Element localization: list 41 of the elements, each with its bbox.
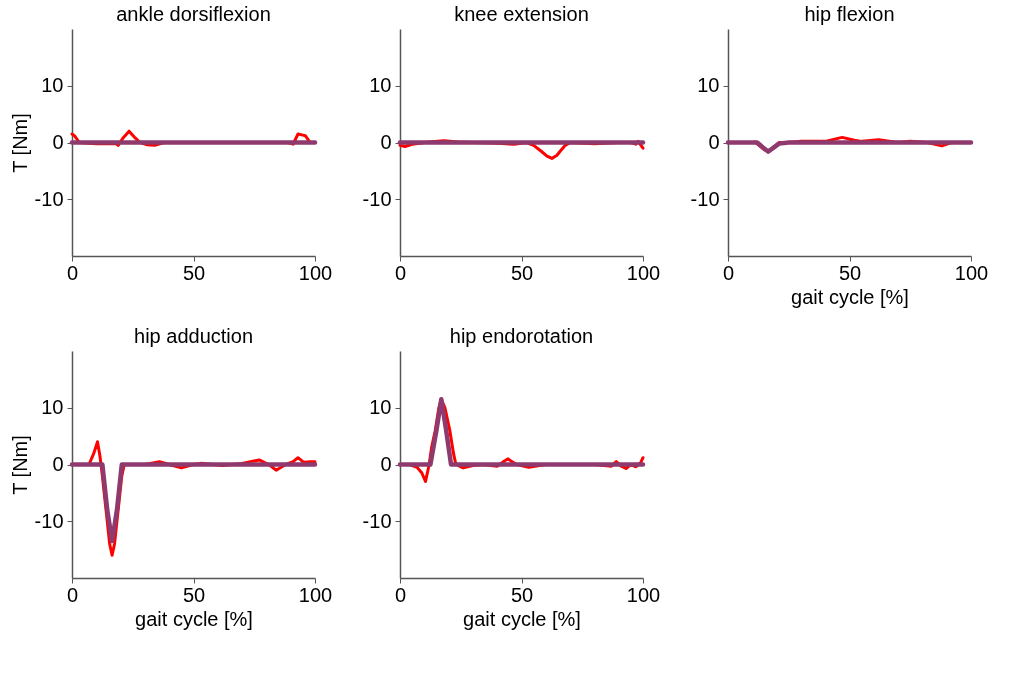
line-series xyxy=(725,140,974,154)
chart-title: ankle dorsiflexion xyxy=(116,3,271,25)
x-tick-label: 0 xyxy=(394,261,407,284)
x-tick-label: 50 xyxy=(838,261,862,284)
x-tick-label: 50 xyxy=(182,583,206,606)
x-tick-label: 100 xyxy=(626,261,661,284)
x-tick-label: 50 xyxy=(510,261,534,284)
y-tick-label: -10 xyxy=(34,509,64,532)
x-axis-title: gait cycle [%] xyxy=(135,607,253,630)
x-tick-label: 100 xyxy=(298,261,333,284)
chart-title: hip endorotation xyxy=(449,325,594,347)
x-tick-label: 50 xyxy=(510,583,534,606)
chart-title: knee extension xyxy=(454,3,589,25)
y-tick-label: 10 xyxy=(369,396,392,419)
y-tick-label: 10 xyxy=(369,74,392,97)
y-tick-label: 0 xyxy=(52,131,64,153)
x-tick-label: 100 xyxy=(954,261,989,284)
x-axis-title: gait cycle [%] xyxy=(791,285,909,308)
y-tick-label: -10 xyxy=(34,187,64,210)
x-axis-title: gait cycle [%] xyxy=(463,607,581,630)
y-axis-title: T [Nm] xyxy=(8,113,31,173)
y-axis-title: T [Nm] xyxy=(8,435,31,495)
x-tick-label: 100 xyxy=(298,583,333,606)
y-tick-label: 0 xyxy=(708,131,720,153)
x-tick-label: 100 xyxy=(626,583,661,606)
x-tick-label: 0 xyxy=(66,583,79,606)
x-tick-label: 0 xyxy=(722,261,735,284)
y-tick-label: 10 xyxy=(41,396,64,419)
y-tick-label: -10 xyxy=(362,187,392,210)
y-tick-label: 0 xyxy=(380,453,392,475)
y-tick-label: -10 xyxy=(362,509,392,532)
chart-title: hip adduction xyxy=(134,325,253,347)
y-tick-label: 10 xyxy=(41,74,64,97)
y-tick-label: -10 xyxy=(690,187,720,210)
x-tick-label: 0 xyxy=(66,261,79,284)
y-tick-label: 0 xyxy=(380,131,392,153)
x-tick-label: 50 xyxy=(182,261,206,284)
y-tick-label: 10 xyxy=(697,74,720,97)
y-tick-label: 0 xyxy=(52,453,64,475)
x-tick-label: 0 xyxy=(394,583,407,606)
chart-title: hip flexion xyxy=(804,3,895,25)
